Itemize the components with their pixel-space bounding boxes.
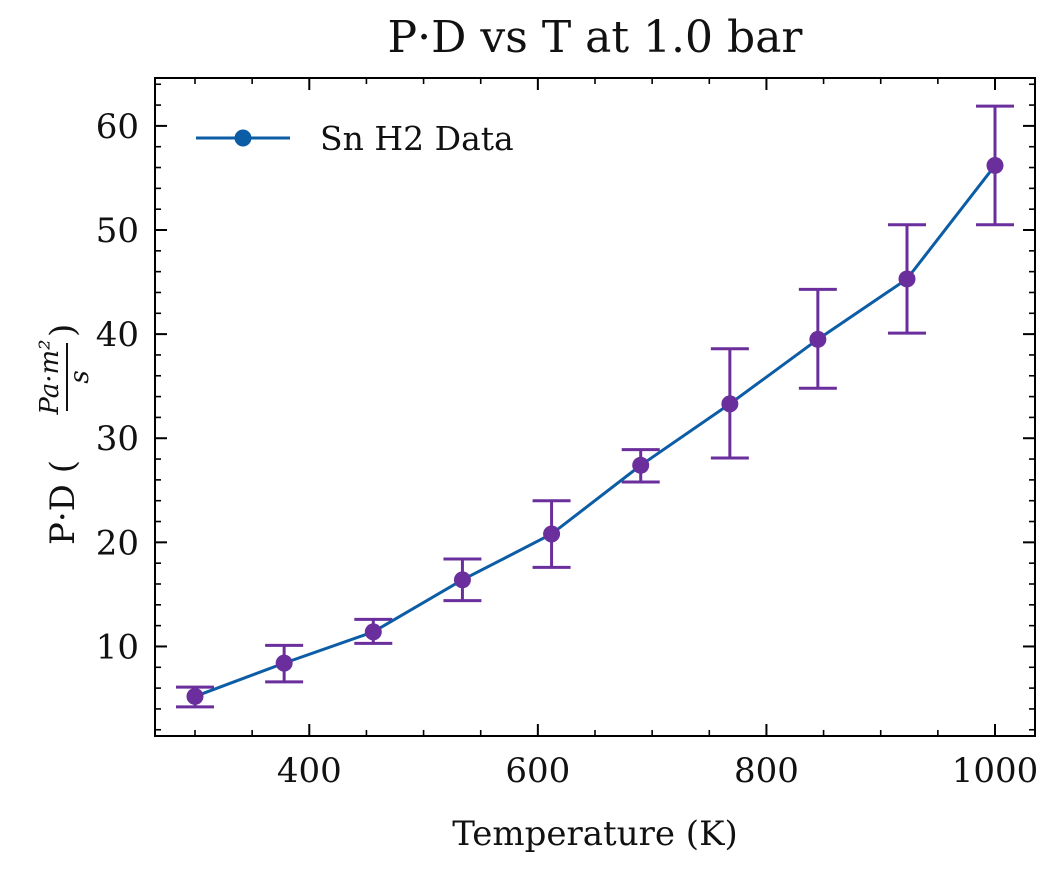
series-line-path [194,164,997,698]
data-point [721,395,739,413]
tick-labels: 400 600 800 1000 10 20 30 40 50 60 [96,107,1039,791]
x-tick-label: 1000 [952,751,1039,791]
y-tick-label: 30 [96,419,139,459]
y-axis-label-numerator: Pa·m² [35,339,65,415]
plot-frame [154,77,1036,737]
x-tick-label: 600 [505,751,570,791]
x-tick-label: 400 [277,751,342,791]
data-point [186,687,204,705]
y-tick-label: 10 [96,627,139,667]
data-point [275,654,293,672]
data-point [632,456,650,474]
data-point [364,623,382,641]
y-tick-label: 60 [96,107,139,147]
data-point [453,571,471,589]
error-bars [176,104,1014,709]
y-axis-label-prefix: P·D ( [43,460,83,545]
data-points [186,156,1004,705]
y-axis-label: P·D ( Pa·m² s ) [35,324,95,545]
data-point [898,270,916,288]
legend-entry-label: Sn H2 Data [320,119,514,158]
y-tick-label: 40 [96,315,139,355]
data-point [809,330,827,348]
x-axis-label: Temperature (K) [452,814,737,854]
y-tick-label: 50 [96,211,139,251]
legend-marker-swatch [234,129,252,147]
chart-title: P·D vs T at 1.0 bar [388,12,804,63]
series-line [194,164,997,698]
data-point [986,156,1004,174]
legend: Sn H2 Data [196,119,514,158]
axis-ticks [155,78,1035,736]
data-point [543,525,561,543]
x-tick-label: 800 [734,751,799,791]
y-axis-label-denominator: s [65,370,95,383]
plot-frame-rect [154,77,1036,737]
y-tick-label: 20 [96,523,139,563]
y-axis-label-suffix: ) [43,324,83,337]
